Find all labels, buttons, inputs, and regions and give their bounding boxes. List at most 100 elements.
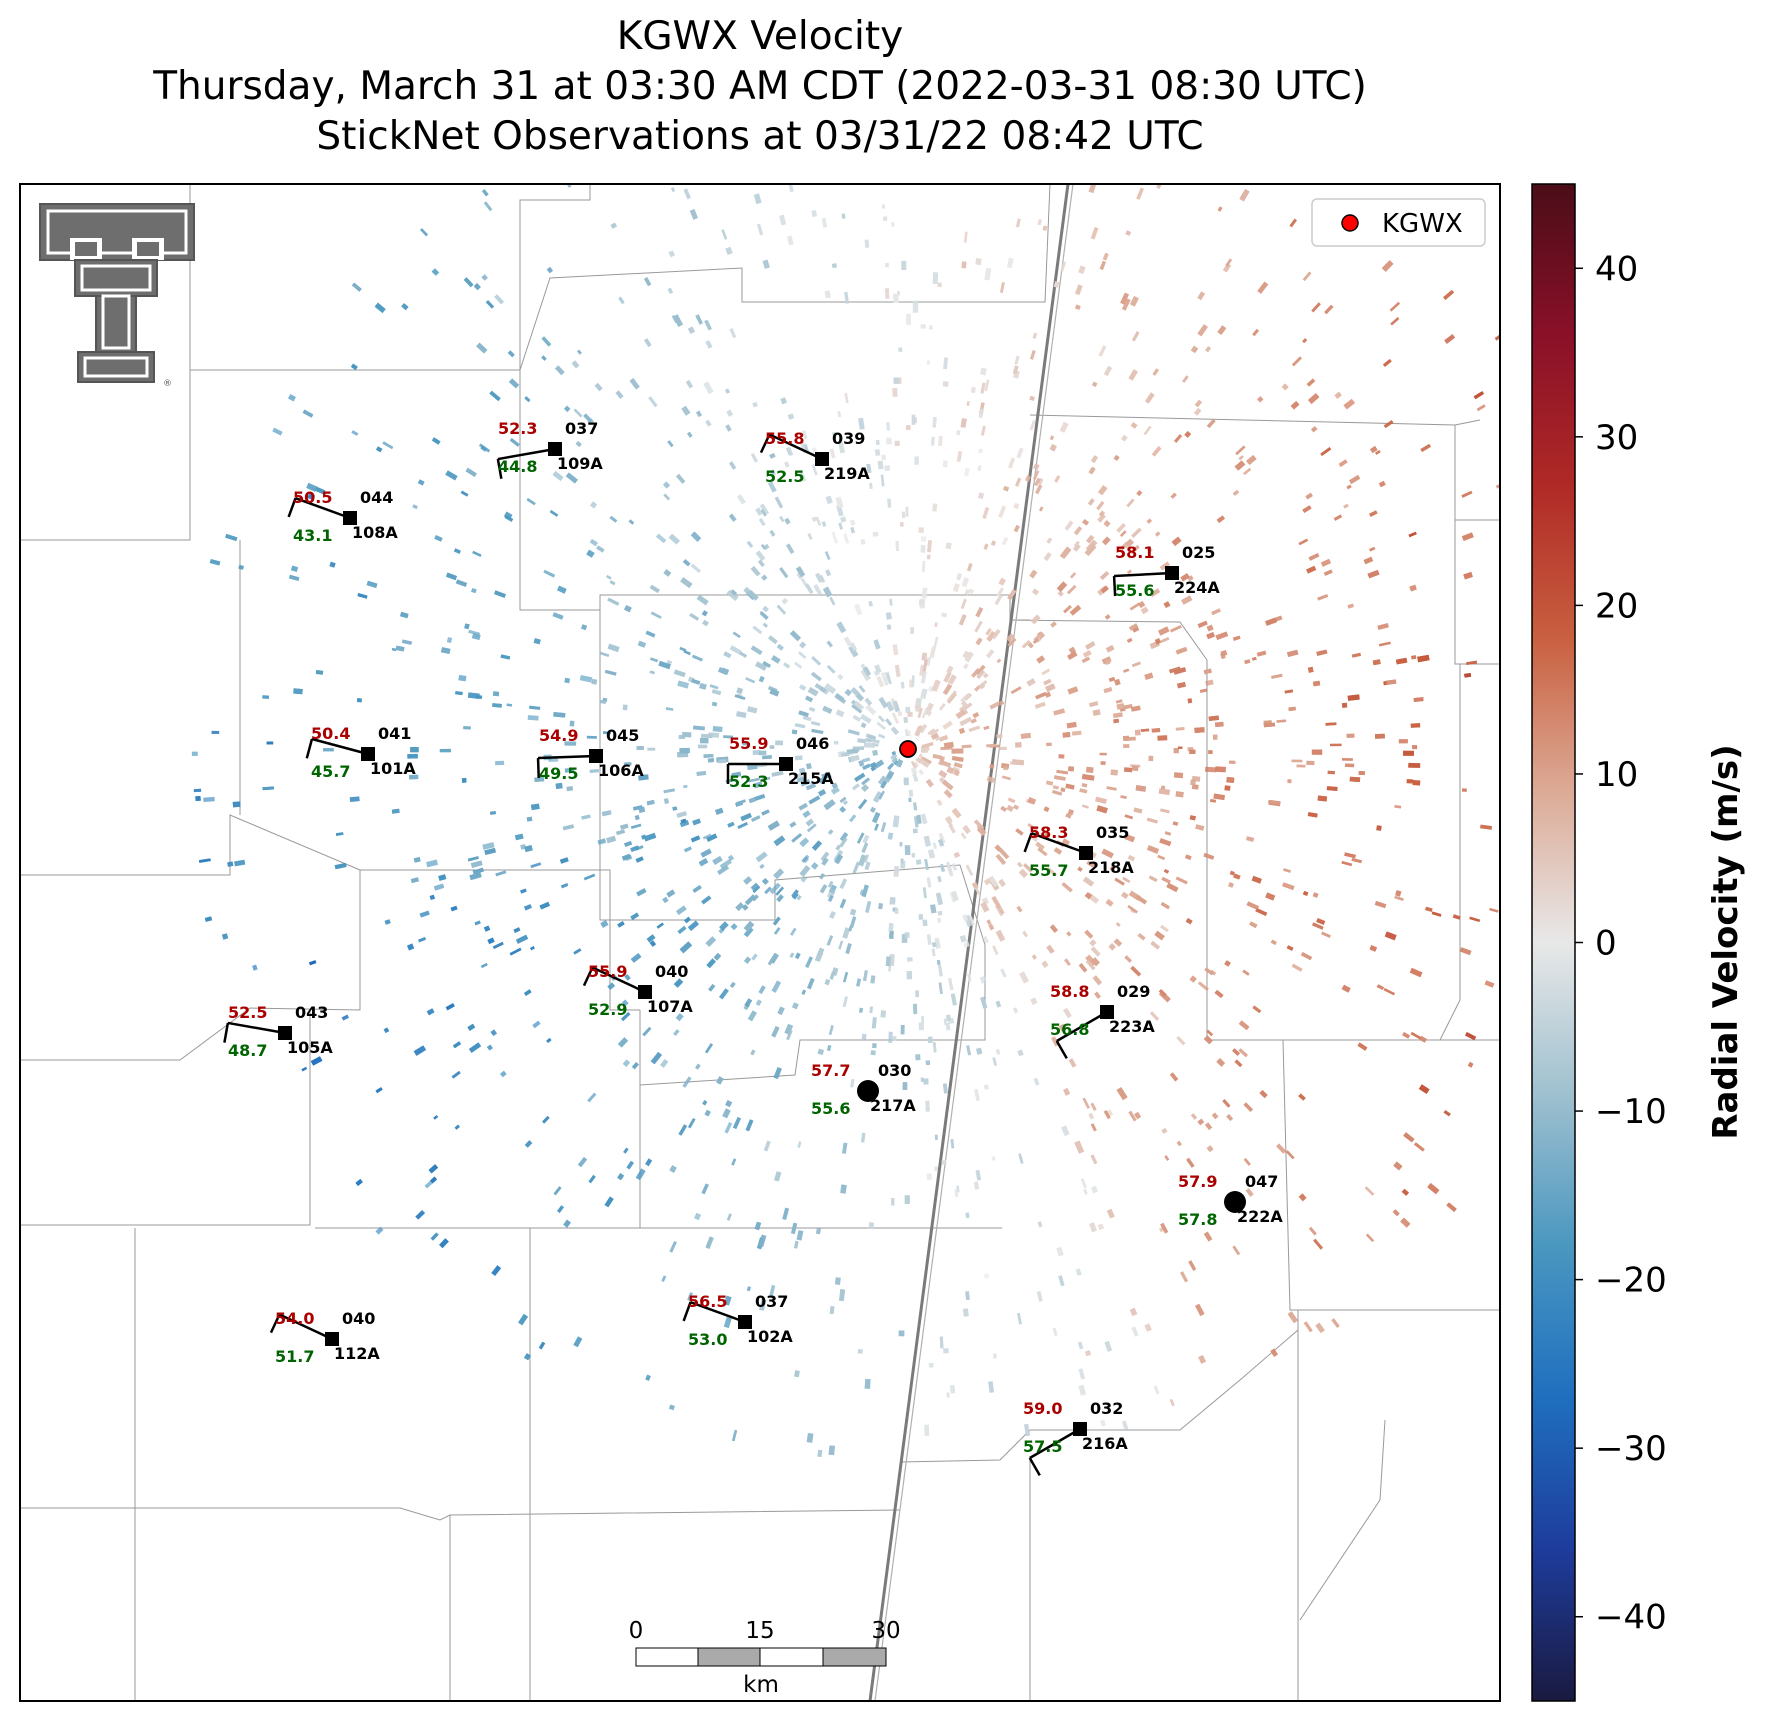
station-id: 106A xyxy=(598,761,644,780)
station-id: 107A xyxy=(647,997,693,1016)
colorbar-tick-label: −10 xyxy=(1595,1092,1667,1132)
station-107A: 55.9 040 52.9 107A xyxy=(582,962,693,1019)
station-temperature: 55.9 xyxy=(588,962,627,981)
station-marker xyxy=(325,1332,339,1346)
station-number: 041 xyxy=(378,724,411,743)
station-number: 030 xyxy=(878,1061,911,1080)
texas-tech-logo: ® xyxy=(39,203,195,389)
station-id: 215A xyxy=(788,769,834,788)
station-id: 218A xyxy=(1088,858,1134,877)
station-id: 216A xyxy=(1082,1434,1128,1453)
wind-barb-flag xyxy=(496,458,503,479)
station-216A: 59.0 032 57.5 216A xyxy=(1023,1399,1128,1476)
scale-label-30: 30 xyxy=(871,1618,900,1644)
station-id: 217A xyxy=(870,1096,916,1115)
station-number: 040 xyxy=(655,962,688,981)
station-number: 039 xyxy=(832,429,865,448)
svg-text:®: ® xyxy=(163,379,172,389)
station-223A: 58.8 029 56.8 223A xyxy=(1050,982,1155,1059)
title-line-1: KGWX Velocity xyxy=(616,14,904,59)
wind-barb-staff xyxy=(311,737,369,756)
station-marker xyxy=(1165,566,1179,580)
wind-barb-staff xyxy=(1056,1010,1108,1043)
station-number: 032 xyxy=(1090,1399,1123,1418)
station-marker xyxy=(361,747,375,761)
station-dewpoint: 55.6 xyxy=(1115,581,1154,600)
wind-barb-flag xyxy=(682,1301,692,1322)
colorbar-tick-label: 40 xyxy=(1595,249,1638,289)
station-217A: 57.7 030 55.6 217A xyxy=(811,1061,916,1118)
legend: KGWX xyxy=(1311,198,1486,247)
state-boundary xyxy=(868,184,1070,1701)
station-temperature: 50.4 xyxy=(311,724,350,743)
wind-barb-flag xyxy=(269,1313,281,1334)
wind-barb-flag xyxy=(759,433,771,454)
station-dewpoint: 55.7 xyxy=(1029,861,1068,880)
station-temperature: 54.0 xyxy=(275,1309,314,1328)
scale-label-15: 15 xyxy=(745,1618,774,1644)
station-number: 044 xyxy=(360,488,393,507)
station-temperature: 58.1 xyxy=(1115,543,1154,562)
station-id: 219A xyxy=(824,464,870,483)
station-108A: 50.5 044 43.1 108A xyxy=(287,488,398,545)
station-number: 025 xyxy=(1182,543,1215,562)
wind-barb-flag xyxy=(287,497,297,518)
title-line-2: Thursday, March 31 at 03:30 AM CDT (2022… xyxy=(153,64,1367,109)
station-marker xyxy=(1100,1005,1114,1019)
station-temperature: 54.9 xyxy=(539,726,578,745)
wind-barb-staff xyxy=(278,1313,333,1341)
station-dewpoint: 48.7 xyxy=(228,1041,267,1060)
station-marker xyxy=(278,1026,292,1040)
station-marker xyxy=(548,442,562,456)
station-dewpoint: 52.9 xyxy=(588,1000,627,1019)
station-temperature: 52.5 xyxy=(228,1003,267,1022)
scale-bar: 0 15 30 km xyxy=(629,1618,901,1698)
station-dewpoint: 45.7 xyxy=(311,762,350,781)
colorbar-tick-label: 0 xyxy=(1595,924,1617,964)
station-marker xyxy=(343,511,357,525)
station-marker xyxy=(1079,846,1093,860)
station-temperature: 50.5 xyxy=(293,488,332,507)
wind-barb-staff xyxy=(1029,1427,1081,1460)
station-temperature: 59.0 xyxy=(1023,1399,1062,1418)
station-dewpoint: 43.1 xyxy=(293,526,332,545)
station-number: 046 xyxy=(796,734,829,753)
scale-label-0: 0 xyxy=(629,1618,644,1644)
colorbar-tick-label: 20 xyxy=(1595,586,1638,626)
colorbar-tick-label: −40 xyxy=(1595,1598,1667,1638)
station-id: 222A xyxy=(1237,1207,1283,1226)
wind-barb-staff xyxy=(537,754,597,760)
station-dewpoint: 57.5 xyxy=(1023,1437,1062,1456)
station-number: 043 xyxy=(295,1003,328,1022)
station-219A: 55.8 039 52.5 219A xyxy=(759,429,870,486)
station-calm-circle xyxy=(857,1080,879,1102)
station-id: 108A xyxy=(352,523,398,542)
station-temperature: 56.5 xyxy=(688,1292,727,1311)
wind-barb-flag xyxy=(582,966,594,987)
station-id: 223A xyxy=(1109,1017,1155,1036)
wind-barb-flag xyxy=(1023,832,1033,853)
station-number: 045 xyxy=(606,726,639,745)
station-number: 037 xyxy=(565,419,598,438)
colorbar-tick-label: −30 xyxy=(1595,1429,1667,1469)
station-106A: 54.9 045 49.5 106A xyxy=(536,726,644,783)
wind-barb-staff xyxy=(295,496,351,520)
wind-barb-staff xyxy=(1114,571,1173,578)
wind-barb-staff xyxy=(591,966,646,994)
station-dewpoint: 56.8 xyxy=(1050,1020,1089,1039)
station-id: 102A xyxy=(747,1327,793,1346)
station-dewpoint: 51.7 xyxy=(275,1347,314,1366)
colorbar-label: Radial Velocity (m/s) xyxy=(1706,744,1746,1139)
colorbar-tick-label: 10 xyxy=(1595,755,1638,795)
station-dewpoint: 57.8 xyxy=(1178,1210,1217,1229)
station-218A: 58.3 035 55.7 218A xyxy=(1023,823,1134,880)
radar-site-marker xyxy=(899,740,917,758)
wind-barb-staff xyxy=(768,433,823,461)
station-dewpoint: 53.0 xyxy=(688,1330,727,1349)
legend-label: KGWX xyxy=(1382,209,1463,239)
station-marker xyxy=(815,452,829,466)
colorbar: 40 30 20 10 0 −10 −20 −30 −40 Radial Velocity (m… xyxy=(1531,183,1746,1702)
wind-barb-flag xyxy=(536,757,540,779)
station-dewpoint: 52.3 xyxy=(729,772,768,791)
